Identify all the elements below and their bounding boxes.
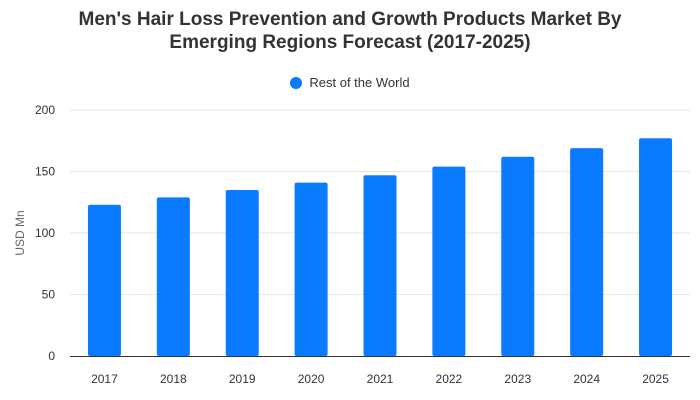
bars <box>87 138 673 356</box>
x-tick-label-2024: 2024 <box>573 372 600 386</box>
y-axis-title: USD Mn <box>13 210 27 255</box>
y-tick-label-0: 0 <box>48 349 55 363</box>
y-tick-label-50: 50 <box>42 288 56 302</box>
chart-title-line-1: Men's Hair Loss Prevention and Growth Pr… <box>78 9 622 30</box>
x-tick-label-2025: 2025 <box>642 372 669 386</box>
x-tick-label-2018: 2018 <box>160 372 187 386</box>
chart-title-line-2: Emerging Regions Forecast (2017-2025) <box>169 32 531 53</box>
bar-2020[interactable] <box>294 182 328 356</box>
x-tick-label-2020: 2020 <box>298 372 325 386</box>
x-tick-label-2017: 2017 <box>91 372 118 386</box>
bar-2019[interactable] <box>225 189 259 356</box>
y-tick-label-150: 150 <box>35 165 55 179</box>
bar-2025[interactable] <box>639 138 673 356</box>
bar-2021[interactable] <box>363 175 397 356</box>
axes: 0 50 100 150 200 2017 2018 2019 2020 2021 2022 2023… <box>13 103 690 386</box>
bar-2017[interactable] <box>87 204 121 356</box>
chart-title: Men's Hair Loss Prevention and Growth Pr… <box>0 8 700 54</box>
legend-label-rest-of-world: Rest of the World <box>309 75 410 90</box>
bar-2024[interactable] <box>570 148 604 356</box>
bar-2022[interactable] <box>432 166 466 356</box>
y-tick-label-100: 100 <box>35 226 55 240</box>
y-tick-label-200: 200 <box>35 103 55 117</box>
chart-legend: Rest of the World <box>0 75 700 90</box>
x-tick-label-2019: 2019 <box>229 372 256 386</box>
bar-2023[interactable] <box>501 156 535 356</box>
x-tick-label-2023: 2023 <box>504 372 531 386</box>
legend-marker-rest-of-world <box>290 76 303 89</box>
x-tick-label-2022: 2022 <box>436 372 463 386</box>
bar-2018[interactable] <box>156 197 190 356</box>
x-tick-label-2021: 2021 <box>367 372 394 386</box>
